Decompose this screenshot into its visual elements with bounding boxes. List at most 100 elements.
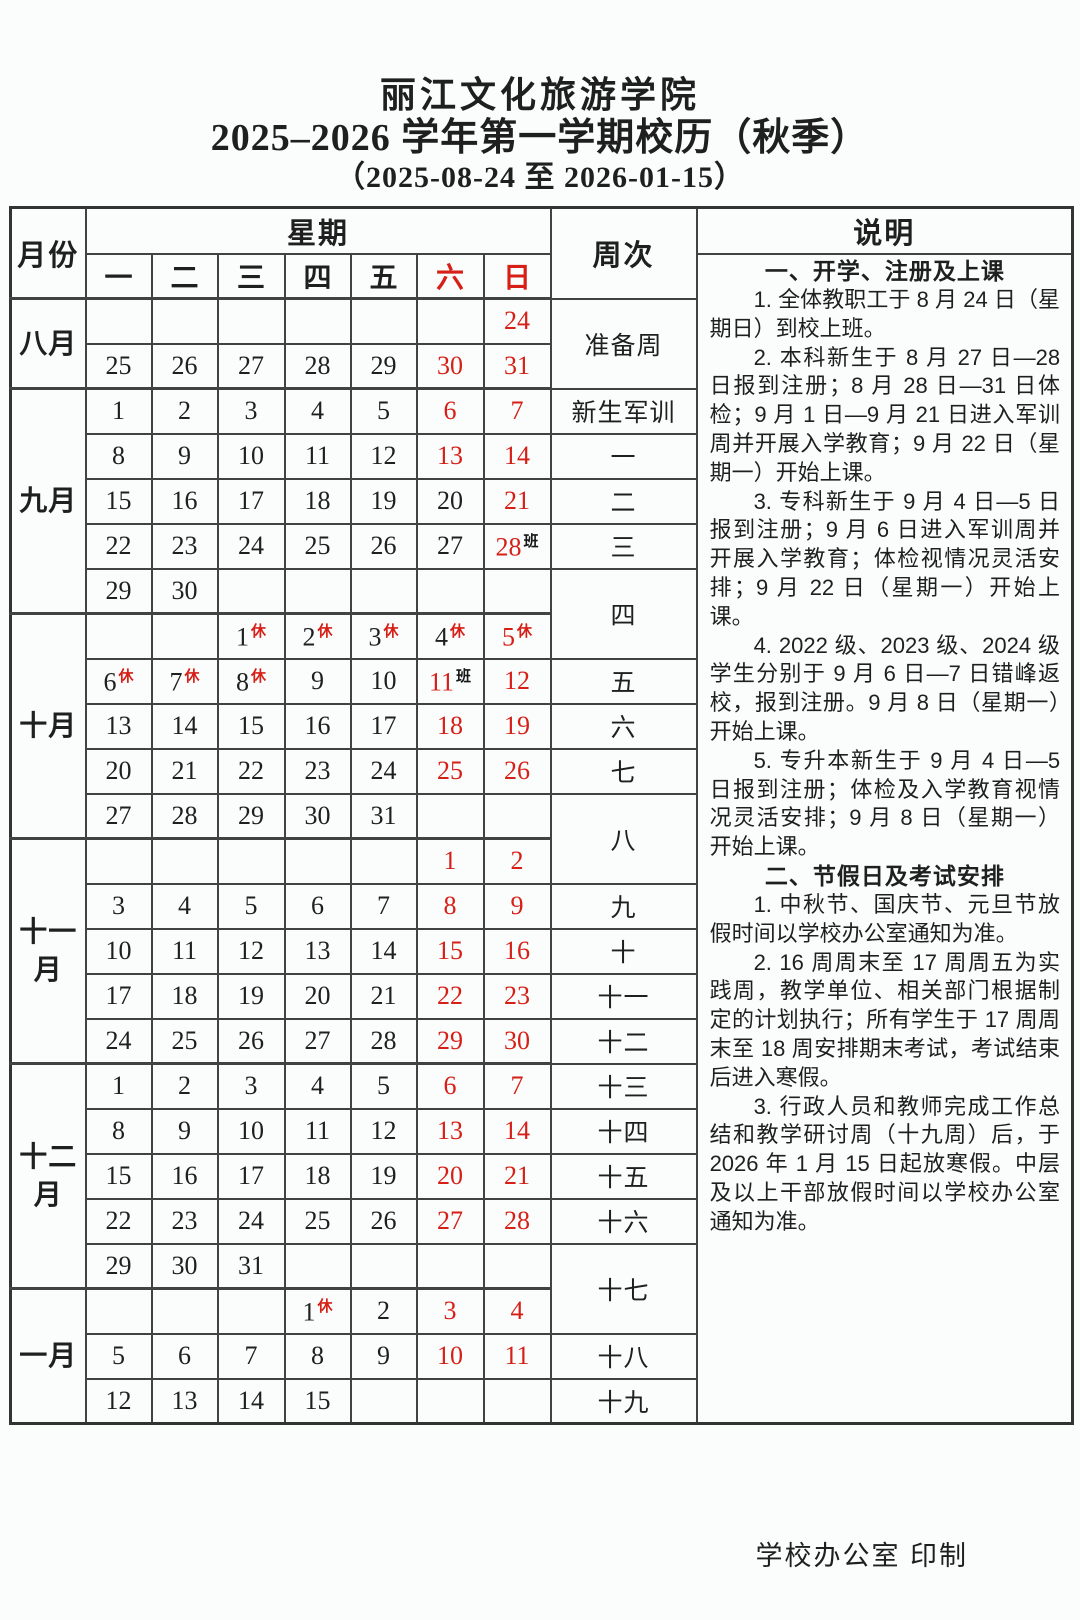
day-cell: 16 bbox=[283, 702, 352, 750]
empty-day-cell bbox=[415, 792, 485, 840]
day-cell: 17 bbox=[216, 1152, 286, 1200]
day-number: 10 bbox=[238, 1116, 264, 1145]
day-number: 7 bbox=[244, 1341, 258, 1370]
notes-item: 1. 全体教职工于 8 月 24 日（星期日）到校上班。 bbox=[709, 287, 1061, 341]
month-column-header: 月份 bbox=[9, 206, 87, 300]
day-number: 28 bbox=[504, 1206, 531, 1235]
day-cell: 16 bbox=[482, 927, 552, 975]
day-cell: 11 bbox=[283, 432, 352, 480]
calendar-row: 15 16 17 18 19 20 21 二 bbox=[11, 477, 1073, 525]
empty-day-cell bbox=[349, 1377, 418, 1425]
month-label: 十月 bbox=[9, 612, 87, 840]
day-number: 5 bbox=[112, 1341, 125, 1370]
day-cell: 31 bbox=[216, 1242, 286, 1290]
day-cell: 14 bbox=[216, 1377, 286, 1425]
calendar-row: 20 21 22 23 24 25 26 七 bbox=[11, 747, 1073, 795]
day-number: 14 bbox=[370, 936, 397, 965]
day-number: 15 bbox=[238, 711, 264, 740]
week-number-label: 九 bbox=[549, 882, 698, 930]
weekday-header-3: 三 bbox=[216, 253, 286, 300]
day-cell: 15 bbox=[415, 927, 485, 975]
day-number: 9 bbox=[178, 441, 191, 470]
day-number: 30 bbox=[171, 575, 198, 605]
day-number: 31 bbox=[504, 350, 531, 380]
day-number: 9 bbox=[311, 666, 324, 695]
day-number: 9 bbox=[510, 891, 524, 920]
holiday-mark: 休 bbox=[118, 667, 134, 685]
day-cell: 26 bbox=[482, 747, 552, 795]
day-number: 25 bbox=[171, 1025, 198, 1055]
day-cell: 12 bbox=[349, 432, 418, 480]
day-cell: 30 bbox=[150, 567, 219, 615]
day-number: 4 bbox=[178, 891, 191, 920]
empty-day-cell bbox=[283, 837, 352, 885]
empty-day-cell bbox=[482, 1377, 552, 1425]
day-cell: 19 bbox=[349, 1152, 418, 1200]
day-cell: 23 bbox=[482, 972, 552, 1020]
day-cell: 17 bbox=[349, 702, 418, 750]
weekday-header-5: 五 bbox=[349, 253, 418, 300]
week-number-label: 十七 bbox=[549, 1242, 698, 1335]
day-cell: 25 bbox=[415, 747, 485, 795]
day-cell: 9 bbox=[150, 432, 219, 480]
day-number: 21 bbox=[504, 486, 531, 515]
day-number: 1 bbox=[443, 846, 457, 876]
day-number: 4 bbox=[311, 1071, 324, 1101]
day-cell: 15 bbox=[216, 702, 286, 750]
day-cell: 17 bbox=[216, 477, 286, 525]
calendar-row: 10 11 12 13 14 15 16 十 bbox=[11, 927, 1073, 975]
day-number: 7 bbox=[510, 1071, 524, 1101]
week-number-label: 十二 bbox=[549, 1017, 698, 1065]
day-cell: 26 bbox=[150, 342, 219, 390]
day-cell: 9 bbox=[283, 657, 352, 705]
day-cell: 3 bbox=[415, 1287, 485, 1335]
empty-day-cell bbox=[349, 1242, 418, 1290]
day-cell: 8 bbox=[283, 1332, 352, 1380]
calendar-row: 6 休 7 休 8 休 9 10 11 班 12 五 bbox=[11, 657, 1073, 705]
day-cell: 21 bbox=[150, 747, 219, 795]
day-number: 11 bbox=[428, 667, 455, 697]
day-number: 6 bbox=[311, 891, 324, 920]
day-cell: 16 bbox=[150, 1152, 219, 1200]
week-number-label: 十九 bbox=[549, 1377, 698, 1425]
day-number: 17 bbox=[238, 1161, 264, 1190]
day-number: 3 bbox=[368, 622, 382, 652]
day-cell: 11 bbox=[283, 1107, 352, 1155]
empty-day-cell bbox=[349, 567, 418, 615]
notes-item: 2. 16 周周末至 17 周周五为实践周，教学单位、相关部门根据制定的计划执行… bbox=[709, 949, 1061, 1090]
day-number: 11 bbox=[304, 441, 331, 470]
empty-day-cell bbox=[283, 1242, 352, 1290]
day-number: 18 bbox=[437, 711, 463, 740]
day-number: 16 bbox=[304, 711, 331, 740]
day-number: 25 bbox=[304, 531, 331, 560]
day-number: 16 bbox=[171, 486, 198, 515]
day-cell: 6 bbox=[415, 1062, 485, 1110]
day-cell: 25 bbox=[150, 1017, 219, 1065]
empty-day-cell bbox=[216, 837, 286, 885]
empty-day-cell bbox=[415, 297, 485, 345]
day-number: 23 bbox=[504, 981, 531, 1010]
day-number: 21 bbox=[171, 756, 198, 785]
day-number: 26 bbox=[370, 531, 397, 560]
day-cell: 28 班 bbox=[482, 522, 552, 570]
day-number: 12 bbox=[238, 936, 264, 965]
day-number: 25 bbox=[437, 756, 463, 785]
day-number: 3 bbox=[112, 891, 125, 920]
weekday-header-7: 日 bbox=[482, 253, 552, 300]
day-number: 7 bbox=[510, 396, 524, 426]
day-number: 30 bbox=[304, 800, 331, 830]
table-header-row-2: 一二三四五六日一、开学、注册及上课 1. 全体教职工于 8 月 24 日（星期日）… bbox=[11, 253, 1074, 1425]
day-cell: 9 bbox=[150, 1107, 219, 1155]
holiday-mark: 休 bbox=[184, 667, 200, 685]
calendar-row: 22 23 24 25 26 27 28 十六 bbox=[11, 1197, 1073, 1245]
holiday-mark: 休 bbox=[383, 622, 399, 640]
calendar-row: 5 6 7 8 9 10 11 十八 bbox=[11, 1332, 1073, 1380]
day-number: 28 bbox=[304, 350, 331, 380]
month-label: 十二月 bbox=[9, 1062, 87, 1290]
day-number: 30 bbox=[437, 350, 463, 380]
day-cell: 29 bbox=[84, 567, 153, 615]
day-cell: 19 bbox=[349, 477, 418, 525]
